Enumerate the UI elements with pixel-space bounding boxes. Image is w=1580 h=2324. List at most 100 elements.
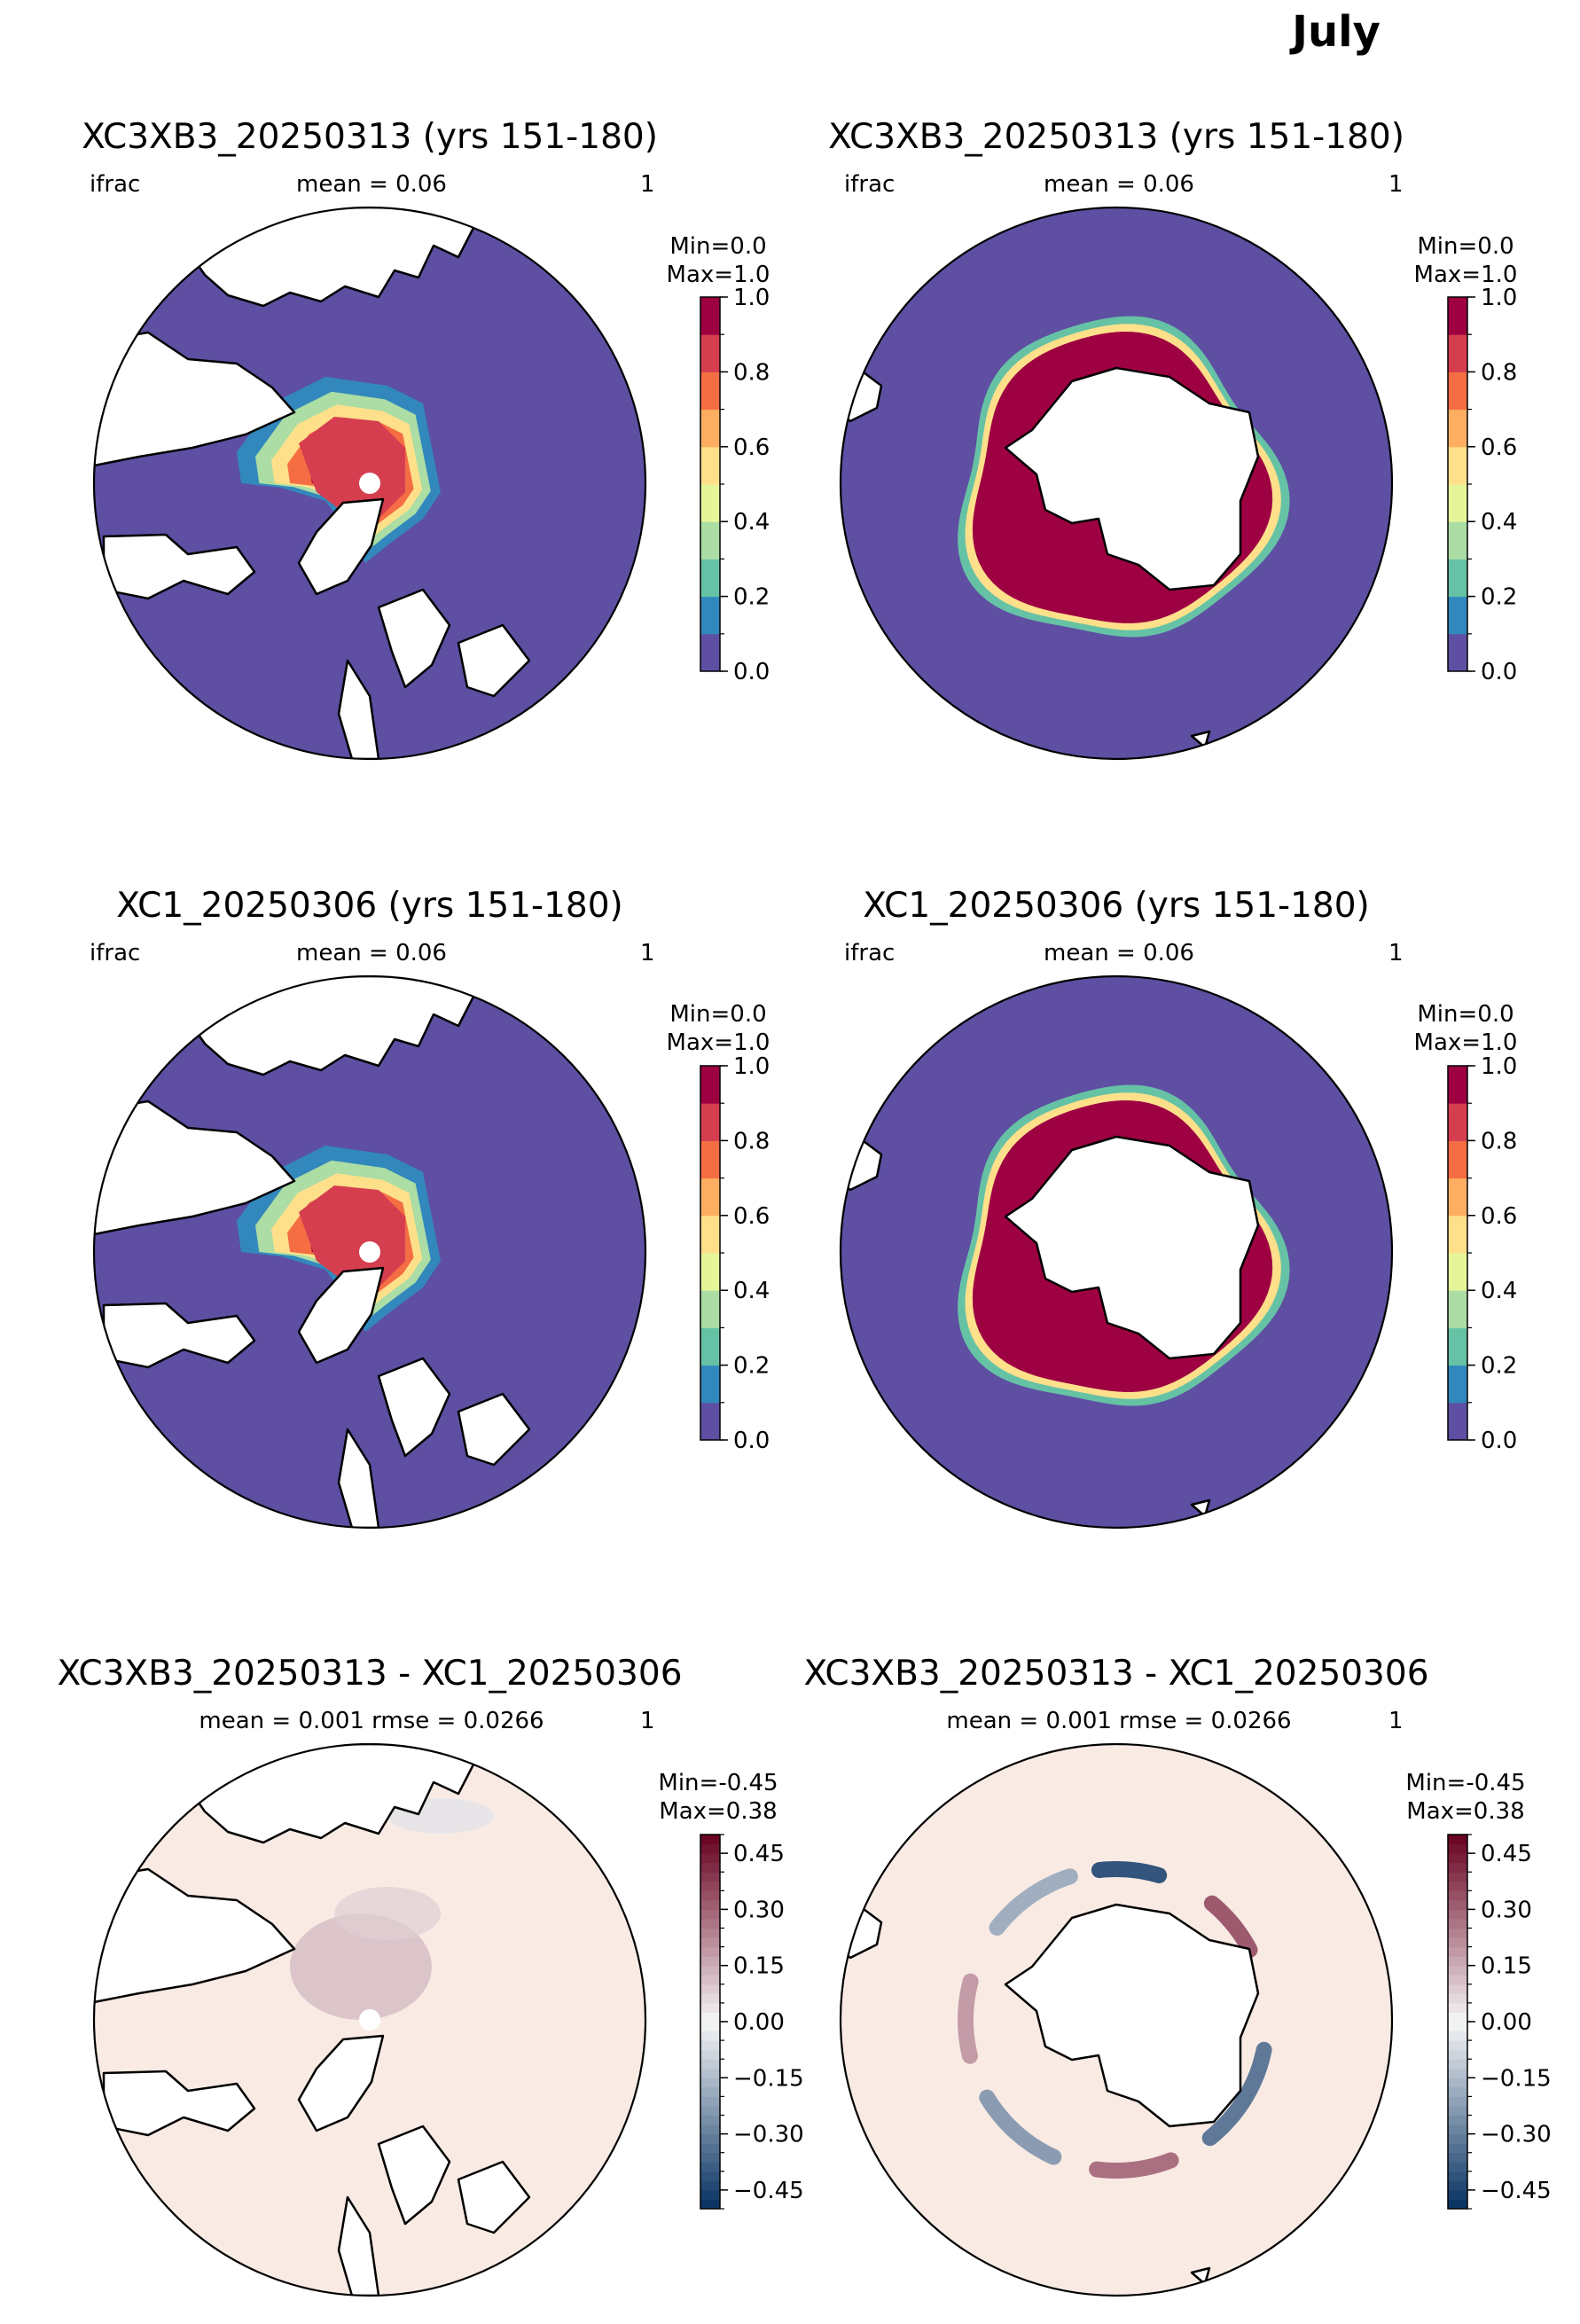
colorbar-tick-label: 0.15 [1481, 1953, 1532, 1980]
polar-map [92, 206, 647, 761]
map-boundary [92, 974, 647, 1530]
colorbar-level [700, 2133, 720, 2144]
min-label: Min=0.0 [1417, 1001, 1514, 1028]
colorbar-tick-label: −0.15 [1481, 2065, 1552, 2092]
colorbar: 0.0 0.2 0.4 0.6 0.8 1.0 [1447, 285, 1517, 685]
colorbar-level [1448, 1402, 1467, 1441]
colorbar-level [700, 2012, 720, 2023]
colorbar-tick-label: 0.8 [733, 1128, 770, 1154]
colorbar-level [700, 1835, 720, 1845]
colorbar-level [700, 1103, 720, 1141]
panel-title: XC3XB3_20250313 (yrs 151-180) [82, 117, 658, 157]
polar-map [839, 206, 1394, 761]
colorbar-tick-label: −0.45 [1481, 2178, 1552, 2204]
colorbar-tick-label: 0.8 [1481, 359, 1517, 386]
difference-anomalies [290, 1798, 494, 2020]
map-field [841, 976, 1392, 1528]
map-boundary [839, 974, 1394, 1530]
polar-map [92, 974, 647, 1530]
min-label: Min=0.0 [1417, 233, 1514, 260]
colorbar-level [700, 1327, 720, 1366]
max-label: Max=1.0 [1413, 262, 1518, 288]
min-max-label: Min=0.0 Max=1.0 [667, 1000, 770, 1057]
colorbar-level [700, 1178, 720, 1217]
colorbar-level [1448, 1140, 1467, 1179]
colorbar-level [1448, 1965, 1467, 1976]
colorbar-level [1448, 446, 1467, 485]
colorbar-level [1448, 1215, 1467, 1254]
colorbar-level [700, 1918, 720, 1929]
colorbar-level [1448, 2078, 1467, 2088]
colorbar-level [700, 297, 720, 335]
colorbar-level [1448, 2105, 1467, 2116]
colorbar-tick-label: −0.15 [733, 2065, 804, 2092]
colorbar-level [700, 2199, 720, 2210]
colorbar-level [700, 2124, 720, 2135]
colorbar-level [1448, 1178, 1467, 1217]
colorbar-tick-label: 0.8 [1481, 1128, 1517, 1154]
variable-label: ifrac [90, 940, 141, 966]
colorbar-level [700, 2143, 720, 2154]
colorbar-level [700, 1965, 720, 1976]
colorbar-level [700, 484, 720, 522]
colorbar-level [1448, 2086, 1467, 2097]
panel-title: XC1_20250306 (yrs 151-180) [116, 886, 623, 926]
colorbar-level [700, 2171, 720, 2181]
colorbar-tick-label: 0.0 [1481, 1428, 1517, 1454]
colorbar-level [1448, 1909, 1467, 1920]
colorbar-level [700, 521, 720, 559]
colorbar: −0.45 −0.30 −0.15 0.00 0.15 0.30 0.45 [1447, 1834, 1552, 2210]
month-label: 1 [640, 1708, 655, 1734]
colorbar-level [700, 1853, 720, 1864]
stat-label: mean = 0.001 rmse = 0.0266 [946, 1708, 1292, 1734]
colorbar-tick-label: 0.0 [733, 659, 770, 685]
colorbar-level [700, 596, 720, 635]
map-boundary [92, 206, 647, 761]
land-masses [94, 207, 531, 759]
colorbar-frame [700, 296, 721, 672]
colorbar-level [1448, 2068, 1467, 2078]
colorbar-tick-label: 0.8 [733, 359, 770, 386]
min-max-label: Min=0.0 Max=1.0 [667, 232, 770, 289]
colorbar-tick-label: 0.30 [1481, 1897, 1532, 1923]
colorbar-level [700, 1066, 720, 1104]
colorbar-level [700, 633, 720, 672]
colorbar-level [700, 2180, 720, 2191]
colorbar-level [700, 2049, 720, 2060]
polar-map [839, 974, 1394, 1530]
colorbar-level [1448, 1993, 1467, 2004]
colorbar-level [700, 446, 720, 485]
colorbar-level [700, 1975, 720, 1985]
stat-label: mean = 0.001 rmse = 0.0266 [199, 1708, 544, 1734]
month-label: 1 [1388, 1708, 1404, 1734]
stat-label: mean = 0.06 [296, 171, 447, 198]
colorbar-tick-label: −0.45 [733, 2178, 804, 2204]
colorbar-level [1448, 2115, 1467, 2125]
colorbar-tick-label: 0.45 [733, 1841, 785, 1867]
colorbar-level [1448, 1253, 1467, 1291]
colorbar-level [1448, 1899, 1467, 1910]
colorbar-level [700, 2152, 720, 2163]
stat-label: mean = 0.06 [1044, 940, 1194, 966]
colorbar-level [1448, 2040, 1467, 2051]
colorbar-level [1448, 1946, 1467, 1957]
max-label: Max=1.0 [1413, 1029, 1518, 1056]
colorbar-tick-label: 0.45 [1481, 1841, 1532, 1867]
variable-label: ifrac [90, 171, 141, 198]
colorbar-level [1448, 1835, 1467, 1845]
panel-title: XC3XB3_20250313 - XC1_20250306 [57, 1654, 683, 1694]
colorbar-level [700, 2059, 720, 2070]
variable-label: ifrac [844, 171, 896, 198]
colorbar-level [700, 2096, 720, 2107]
colorbar-tick-label: 0.15 [733, 1953, 785, 1980]
colorbar-tick-label: 0.00 [733, 2009, 785, 2036]
colorbar-level [1448, 2152, 1467, 2163]
colorbar: 0.0 0.2 0.4 0.6 0.8 1.0 [1447, 1053, 1517, 1454]
colorbar-tick-label: 0.2 [1481, 584, 1517, 611]
colorbar: 0.0 0.2 0.4 0.6 0.8 1.0 [700, 285, 770, 685]
colorbar-level [1448, 1928, 1467, 1938]
colorbar-level [1448, 1853, 1467, 1864]
month-label: 1 [640, 171, 655, 198]
land-masses [94, 976, 531, 1528]
colorbar-level [700, 1984, 720, 1994]
